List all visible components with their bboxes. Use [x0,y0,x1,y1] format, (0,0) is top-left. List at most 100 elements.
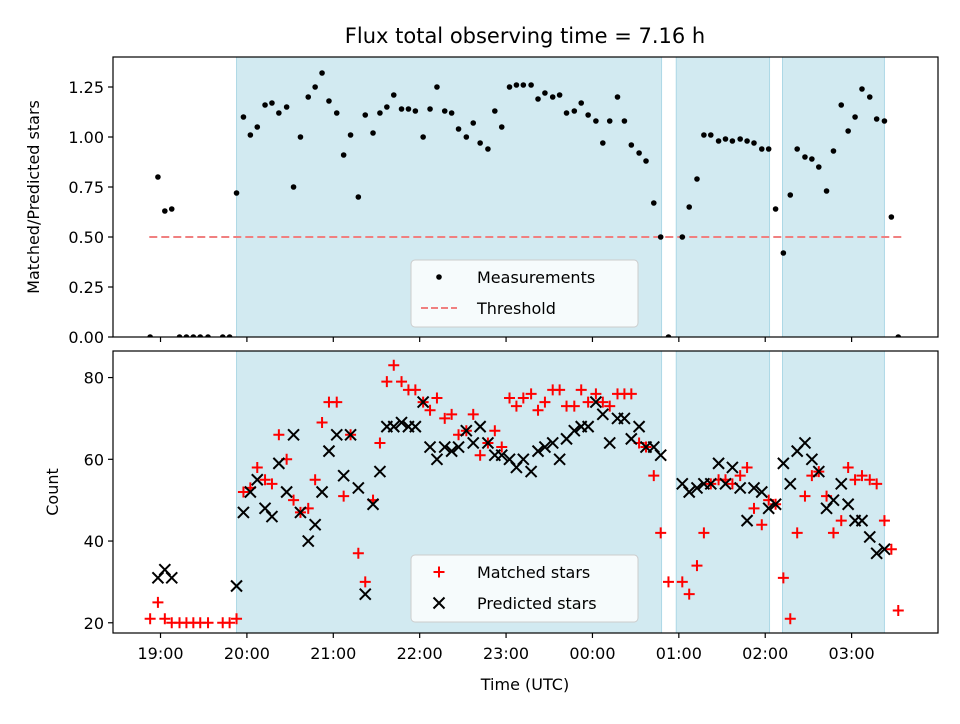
predicted-star-point [870,547,883,560]
legend: Measurements Threshold [410,259,639,328]
predicted-star-point [531,444,545,458]
matched-star-point [648,470,660,482]
matched-star-point [496,441,508,453]
measurement-point [197,334,204,337]
predicted-star-point [654,449,667,462]
predicted-star-point [603,436,616,450]
measurement-point [758,146,765,152]
predicted-star-point [863,530,876,544]
matched-star-point [604,400,616,412]
measurement-point [722,136,729,142]
measurement-point [155,174,161,180]
predicted-star-point [445,444,458,458]
predicted-star-point [517,453,530,466]
predicted-star-point [237,506,250,519]
measurement-point [686,204,693,210]
plot-frame [112,56,939,338]
legend-label: Matched stars [477,563,590,582]
measurement-point [694,176,700,182]
measurement-point [398,106,405,112]
measurement-point [556,92,563,98]
matched-star-point [539,396,551,408]
matched-star-point [273,429,285,441]
predicted-star-point [769,498,782,511]
measurement-point [276,110,282,116]
predicted-star-point [460,424,473,437]
measurement-point [384,104,390,110]
matched-star-point [756,519,768,531]
x-tick-label: 03:00 [829,644,875,663]
measurement-point [162,208,168,214]
predicted-star-point [430,453,444,466]
measurement-point [168,206,175,212]
panel-marks [144,359,904,629]
predicted-star-point [762,502,775,515]
measurement-point [715,138,722,144]
measurement-point [751,140,757,146]
measurement-point [866,94,873,100]
matched-star-point [374,437,386,449]
matched-star-point [359,576,371,588]
predicted-star-point [467,436,480,450]
matched-star-point [431,392,443,404]
measurement-point [621,118,628,124]
matched-star-point [396,376,408,388]
predicted-star-point [546,436,559,450]
predicted-star-point [344,428,357,441]
matched-star-point [676,576,688,588]
matched-star-point [554,384,566,396]
y-tick-label: 1.00 [68,128,104,147]
measurement-point [845,128,851,134]
y-tick-label: 0.00 [68,328,104,347]
matched-star-point [259,474,271,486]
measurement-point [176,334,183,337]
measurement-point [859,86,865,92]
measurement-point [802,154,808,160]
predicted-star-point [294,506,307,519]
matched-star-point [842,461,854,473]
matched-star-point [510,400,522,412]
matched-star-point [381,376,393,388]
measurement-point [147,334,153,337]
matched-star-point [698,527,710,539]
matched-star-point [288,494,300,506]
measurement-point [240,114,247,120]
predicted-star-point [855,514,869,527]
matched-star-point [251,461,263,473]
measurement-point [772,206,779,212]
predicted-star-point [387,420,400,433]
matched-star-point [316,417,328,429]
measurement-point [852,114,858,120]
ratio-panel: 0.00 0.25 0.50 0.75 1.00 1.25 Matched/Predicte… [24,56,939,347]
matched-star-point [835,515,847,527]
predicted-star-point [719,477,732,491]
predicted-star-point [308,518,322,531]
matched-star-point [309,474,321,486]
y-tick-label: 40 [84,532,104,551]
measurement-point [506,84,513,90]
predicted-star-point [265,510,279,523]
measurement-point [205,334,211,337]
matched-star-point [864,474,876,486]
y-tick-label: 80 [84,369,104,388]
matched-star-point [871,478,883,490]
measurement-point [794,146,800,152]
measurement-point [600,140,606,146]
x-tick-label: 20:00 [224,644,270,663]
y-tick-label: 0.50 [68,228,104,247]
y-tick-label: 60 [84,450,104,469]
measurement-point [881,118,888,124]
measurement-point [895,334,902,337]
matched-star-point [224,617,236,629]
predicted-star-point [409,420,422,433]
matched-star-point [237,486,249,498]
measurement-point [290,184,297,190]
measurement-point [333,110,340,116]
predicted-star-point [473,420,487,433]
measurement-point [765,146,772,152]
x-tick-label: 21:00 [310,644,356,663]
measurement-point [809,156,815,162]
measurement-point [665,334,672,337]
measurement-point [729,138,736,144]
measurement-point [535,96,541,102]
